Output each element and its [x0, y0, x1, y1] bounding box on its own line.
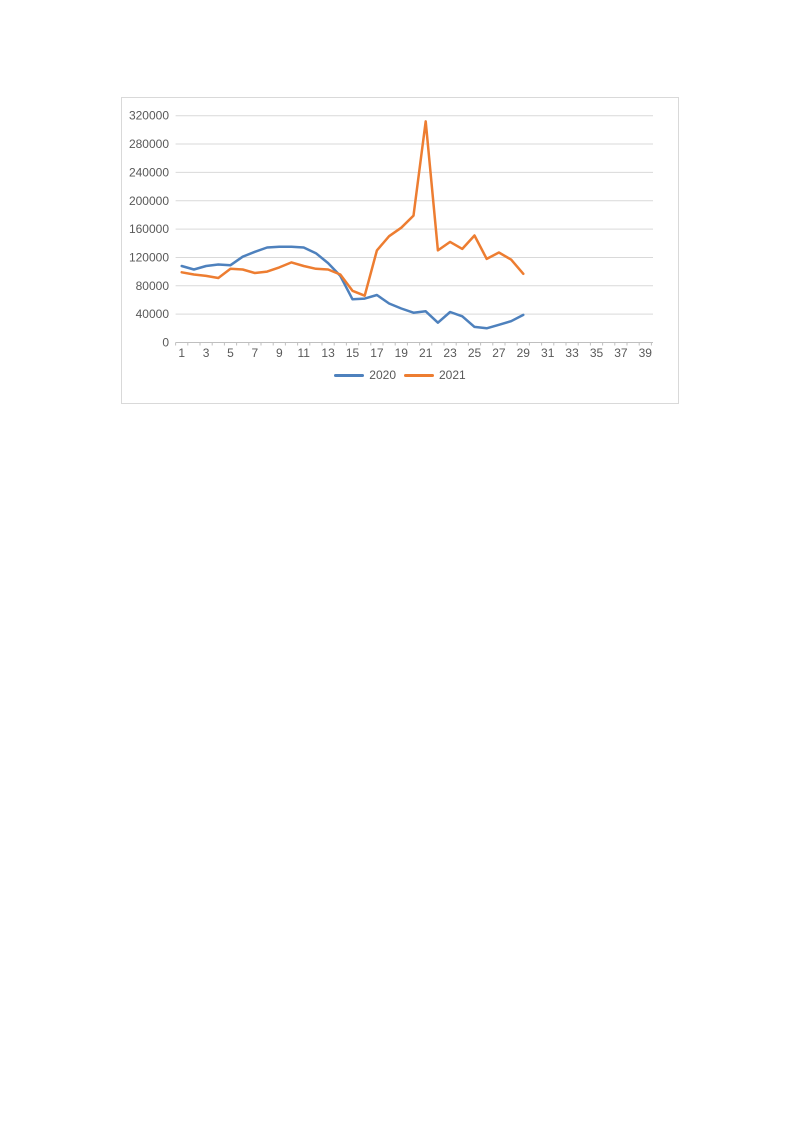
legend-item-2021: 2021: [404, 368, 466, 382]
x-axis-label: 39: [639, 346, 653, 360]
x-axis-label: 17: [370, 346, 384, 360]
y-axis-label: 320000: [129, 109, 169, 123]
chart-canvas: 0 40000 80000 120000 160000 200000 240000 28000…: [129, 109, 653, 360]
y-axis-label: 120000: [129, 250, 169, 264]
y-axis-label: 280000: [129, 137, 169, 151]
y-axis-label: 40000: [136, 307, 170, 321]
y-axis-label: 80000: [136, 279, 170, 293]
x-axis-label: 31: [541, 346, 555, 360]
x-axis-label: 13: [321, 346, 335, 360]
series-2021-line: [180, 120, 525, 297]
x-axis-label: 11: [297, 346, 310, 360]
legend-label-2021: 2021: [439, 368, 466, 382]
x-axis-label: 23: [443, 346, 457, 360]
x-axis-label: 5: [227, 346, 234, 360]
x-axis-label: 15: [346, 346, 360, 360]
legend-swatch-2021: [404, 373, 434, 377]
y-axis-label: 0: [162, 336, 169, 350]
series-2020-line: [180, 245, 525, 330]
x-axis-label: 35: [590, 346, 604, 360]
x-axis-label: 29: [517, 346, 531, 360]
x-axis-label: 9: [276, 346, 283, 360]
y-axis-label: 200000: [129, 194, 169, 208]
x-axis-label: 25: [468, 346, 482, 360]
chart-legend: 2020 2021: [122, 368, 678, 382]
line-chart-figure: 0 40000 80000 120000 160000 200000 240000 28000…: [121, 97, 679, 404]
x-axis-label: 33: [565, 346, 579, 360]
y-axis-label: 160000: [129, 222, 169, 236]
x-axis-label: 21: [419, 346, 433, 360]
legend-item-2020: 2020: [334, 368, 396, 382]
legend-label-2020: 2020: [369, 368, 396, 382]
x-axis-label: 37: [614, 346, 628, 360]
x-axis-label: 3: [203, 346, 210, 360]
x-axis-label: 7: [252, 346, 259, 360]
legend-swatch-2020: [334, 373, 365, 377]
x-axis-label: 19: [395, 346, 409, 360]
x-axis-label: 27: [492, 346, 506, 360]
y-axis-label: 240000: [129, 165, 169, 179]
x-axis-label: 1: [178, 346, 185, 360]
